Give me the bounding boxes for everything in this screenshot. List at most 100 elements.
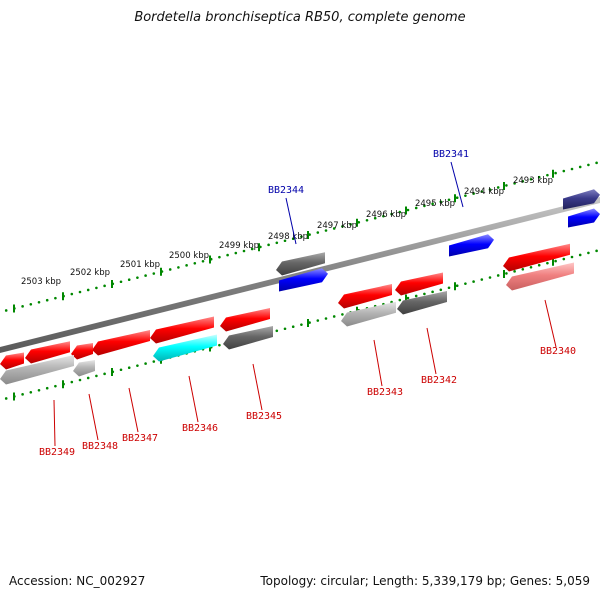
ruler-dot — [54, 384, 57, 388]
gene-arrow[interactable] — [153, 334, 217, 362]
leader-line — [53, 399, 56, 447]
kbp-label: 2502 kbp — [70, 268, 110, 278]
gene-label[interactable]: BB2341 — [433, 149, 469, 160]
gene-arrow[interactable] — [71, 343, 93, 360]
ruler-dot — [291, 325, 295, 329]
leader-line — [450, 161, 464, 208]
gene-label[interactable]: BB2347 — [122, 433, 158, 444]
ruler-dot — [472, 192, 475, 195]
ruler-dot — [398, 210, 402, 214]
ruler-dot — [144, 274, 147, 277]
ruler-dot — [431, 202, 434, 206]
gene-label[interactable]: BB2345 — [246, 411, 282, 422]
ruler-dot — [78, 290, 82, 294]
gene-label[interactable]: BB2349 — [39, 447, 75, 458]
gene-arrow[interactable] — [0, 352, 24, 370]
ruler-dot — [86, 376, 90, 380]
ruler-dot — [447, 198, 451, 202]
gene-arrow[interactable] — [341, 301, 396, 327]
ruler-dot — [431, 290, 434, 294]
ruler-dot — [103, 284, 106, 288]
ruler-dot — [496, 186, 500, 189]
gene-arrow[interactable] — [276, 252, 325, 276]
ruler-dot — [103, 372, 106, 376]
gene-arrow[interactable] — [506, 262, 574, 291]
gene-label[interactable]: BB2346 — [182, 423, 218, 434]
gene-arrow[interactable] — [395, 272, 443, 296]
ruler-dot — [119, 280, 123, 284]
ruler-dot — [45, 386, 49, 390]
ruler-dot — [193, 262, 197, 265]
ruler-dot — [332, 227, 336, 230]
gene-arrow[interactable] — [73, 360, 95, 377]
ruler-dot — [37, 300, 41, 304]
ruler-dot — [201, 259, 205, 263]
gene-arrow[interactable] — [92, 330, 150, 356]
ruler-dot — [136, 276, 139, 279]
bottom-ruler — [4, 249, 598, 401]
ruler-dot — [185, 264, 188, 267]
ruler-dot — [595, 161, 598, 165]
gene-label[interactable]: BB2348 — [82, 441, 118, 452]
gene-arrow[interactable] — [338, 284, 392, 309]
ruler-dot — [324, 317, 328, 320]
gene-arrow[interactable] — [0, 355, 74, 385]
gene-arrow[interactable] — [449, 234, 494, 257]
ruler-dot — [529, 265, 533, 269]
ruler-dot — [242, 249, 246, 253]
ruler-dot — [513, 182, 516, 185]
top-ruler — [4, 161, 598, 313]
ruler-dot — [349, 223, 352, 226]
kbp-label: 2494 kbp — [464, 187, 504, 197]
gene-arrow[interactable] — [563, 189, 600, 210]
ruler-dot — [218, 343, 221, 347]
ruler-dot — [144, 362, 147, 365]
kbp-label: 2497 kbp — [317, 221, 357, 231]
ruler-dot — [464, 282, 467, 285]
gene-arrow[interactable] — [150, 316, 214, 344]
gene-arrow[interactable] — [223, 326, 273, 350]
ruler-dot — [587, 163, 590, 167]
gene-arrow[interactable] — [25, 341, 70, 364]
gene-arrow[interactable] — [220, 308, 270, 332]
kbp-label: 2503 kbp — [21, 277, 61, 287]
gene-label[interactable]: BB2340 — [540, 346, 576, 357]
ruler-dot — [595, 249, 598, 253]
ruler-dot — [554, 171, 557, 175]
ruler-dot — [152, 360, 156, 363]
ruler-dot — [521, 268, 525, 271]
leader-line — [252, 363, 263, 411]
gene-arrow[interactable] — [503, 243, 570, 272]
ruler-dot — [283, 327, 287, 331]
ruler-dot — [300, 235, 303, 238]
leader-line — [373, 339, 383, 387]
gene-arrow[interactable] — [397, 291, 447, 315]
genome-summary: Topology: circular; Length: 5,339,179 bp… — [260, 574, 590, 588]
ruler-dot — [300, 323, 303, 326]
ruler-dot — [218, 255, 221, 259]
ruler-dot — [480, 278, 484, 281]
gene-arrow[interactable] — [568, 208, 600, 228]
gene-label[interactable]: BB2343 — [367, 387, 403, 398]
ruler-dot — [464, 194, 467, 197]
ruler-dot — [382, 214, 385, 218]
kbp-label: 2496 kbp — [366, 210, 406, 220]
ruler-dot — [168, 268, 172, 271]
ruler-dot — [316, 231, 320, 234]
ruler-dot — [505, 272, 508, 275]
ruler-dot — [226, 253, 229, 257]
ruler-dot — [127, 278, 131, 282]
ruler-dot — [423, 204, 426, 208]
gene-arrow[interactable] — [279, 268, 328, 292]
ruler-dot — [275, 329, 279, 333]
gene-label[interactable]: BB2342 — [421, 375, 457, 386]
ruler-dot — [554, 259, 557, 263]
kbp-label: 2500 kbp — [169, 251, 209, 261]
ruler-dot — [275, 241, 279, 245]
gene-label[interactable]: BB2344 — [268, 185, 304, 196]
ruler-dot — [29, 303, 33, 306]
ruler-dot — [390, 212, 393, 216]
ruler-dot — [341, 313, 344, 316]
ruler-dot — [250, 247, 254, 251]
